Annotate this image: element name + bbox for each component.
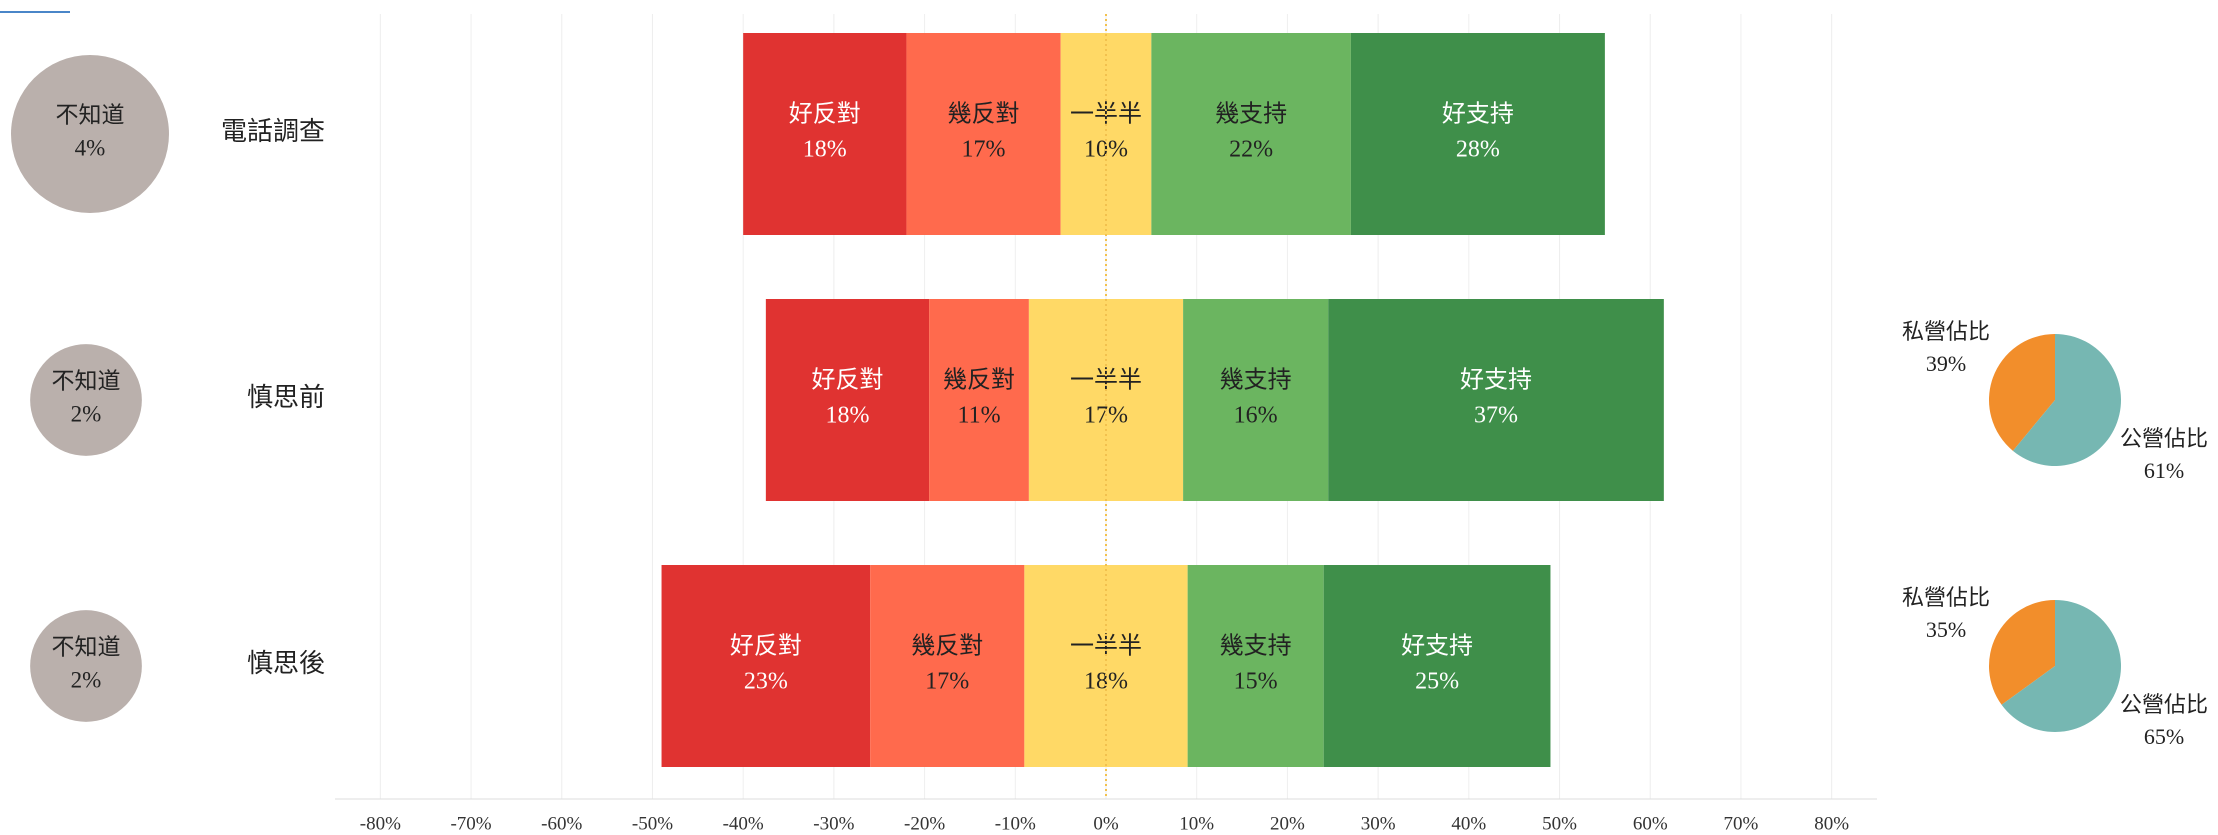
pie-label: 私營佔比 [1902, 319, 1990, 344]
x-tick-label: 10% [1179, 813, 1214, 834]
segment-label: 11% [957, 403, 1000, 429]
x-tick-label: -20% [904, 813, 945, 834]
bar-segment [1323, 565, 1551, 767]
segment-name: 幾支持 [1220, 633, 1292, 660]
segment-label: 18% [825, 403, 869, 429]
pie-value: 35% [1926, 617, 1966, 642]
bar-segment [661, 565, 871, 767]
bar-segment [1183, 299, 1329, 501]
dont-know-value: 2% [71, 401, 102, 426]
segment-name: 幾反對 [948, 101, 1020, 128]
x-tick-label: -70% [450, 813, 491, 834]
pie-label: 公營佔比 [2120, 692, 2208, 717]
x-tick-label: -80% [360, 813, 401, 834]
segment-label: 22% [1229, 137, 1273, 163]
pie-label: 私營佔比 [1902, 585, 1990, 610]
dont-know-circle [11, 55, 169, 213]
x-tick-label: -60% [541, 813, 582, 834]
dont-know-value: 2% [71, 667, 102, 692]
bar-segment [765, 299, 930, 501]
dont-know-circle [30, 344, 142, 456]
segment-name: 幾反對 [943, 367, 1015, 394]
x-tick-label: 50% [1542, 813, 1577, 834]
dont-know-value: 4% [75, 135, 106, 160]
x-tick-label: 20% [1270, 813, 1305, 834]
x-tick-label: 80% [1814, 813, 1849, 834]
pie-slice [1989, 600, 2055, 705]
x-tick-label: 30% [1361, 813, 1396, 834]
pie-slice [2001, 600, 2121, 732]
segment-label: 17% [962, 137, 1006, 163]
segment-label: 16% [1234, 403, 1278, 429]
segment-name: 好反對 [730, 633, 802, 660]
bar-segment [1350, 33, 1605, 235]
dont-know-circle [30, 610, 142, 722]
segment-label: 15% [1234, 669, 1278, 695]
segment-name: 好支持 [1442, 101, 1514, 128]
pie-slice [2012, 334, 2122, 466]
segment-name: 好支持 [1460, 367, 1532, 394]
segment-label: 25% [1415, 669, 1459, 695]
x-tick-label: 70% [1724, 813, 1759, 834]
category-label: 電話調查 [221, 117, 325, 146]
segment-name: 幾支持 [1220, 367, 1292, 394]
category-label: 慎思後 [247, 649, 325, 678]
x-tick-label: 60% [1633, 813, 1668, 834]
dont-know-label: 不知道 [52, 368, 121, 393]
bar-segment [1328, 299, 1664, 501]
x-tick-label: -30% [813, 813, 854, 834]
dont-know-label: 不知道 [56, 102, 125, 127]
segment-label: 37% [1474, 403, 1518, 429]
segment-name: 好支持 [1401, 633, 1473, 660]
bar-segment [929, 299, 1029, 501]
pie-value: 39% [1926, 351, 1966, 376]
pie-slice [1989, 334, 2055, 451]
segment-label: 17% [925, 669, 969, 695]
x-tick-label: -40% [723, 813, 764, 834]
x-tick-label: 40% [1451, 813, 1486, 834]
bar-segment [906, 33, 1061, 235]
pie-value: 65% [2144, 724, 2184, 749]
x-tick-label: -10% [995, 813, 1036, 834]
bar-segment [1151, 33, 1351, 235]
pie-value: 61% [2144, 458, 2184, 483]
segment-name: 好反對 [789, 101, 861, 128]
segment-label: 23% [744, 669, 788, 695]
dont-know-label: 不知道 [52, 634, 121, 659]
segment-name: 幾支持 [1215, 101, 1287, 128]
segment-name: 好反對 [811, 367, 883, 394]
segment-label: 18% [803, 137, 847, 163]
x-tick-label: 0% [1093, 813, 1119, 834]
segment-label: 28% [1456, 137, 1500, 163]
bar-segment [870, 565, 1025, 767]
segment-name: 幾反對 [911, 633, 983, 660]
x-tick-label: -50% [632, 813, 673, 834]
bar-segment [1187, 565, 1324, 767]
category-label: 慎思前 [247, 383, 325, 412]
pie-label: 公營佔比 [2120, 426, 2208, 451]
bar-segment [743, 33, 907, 235]
